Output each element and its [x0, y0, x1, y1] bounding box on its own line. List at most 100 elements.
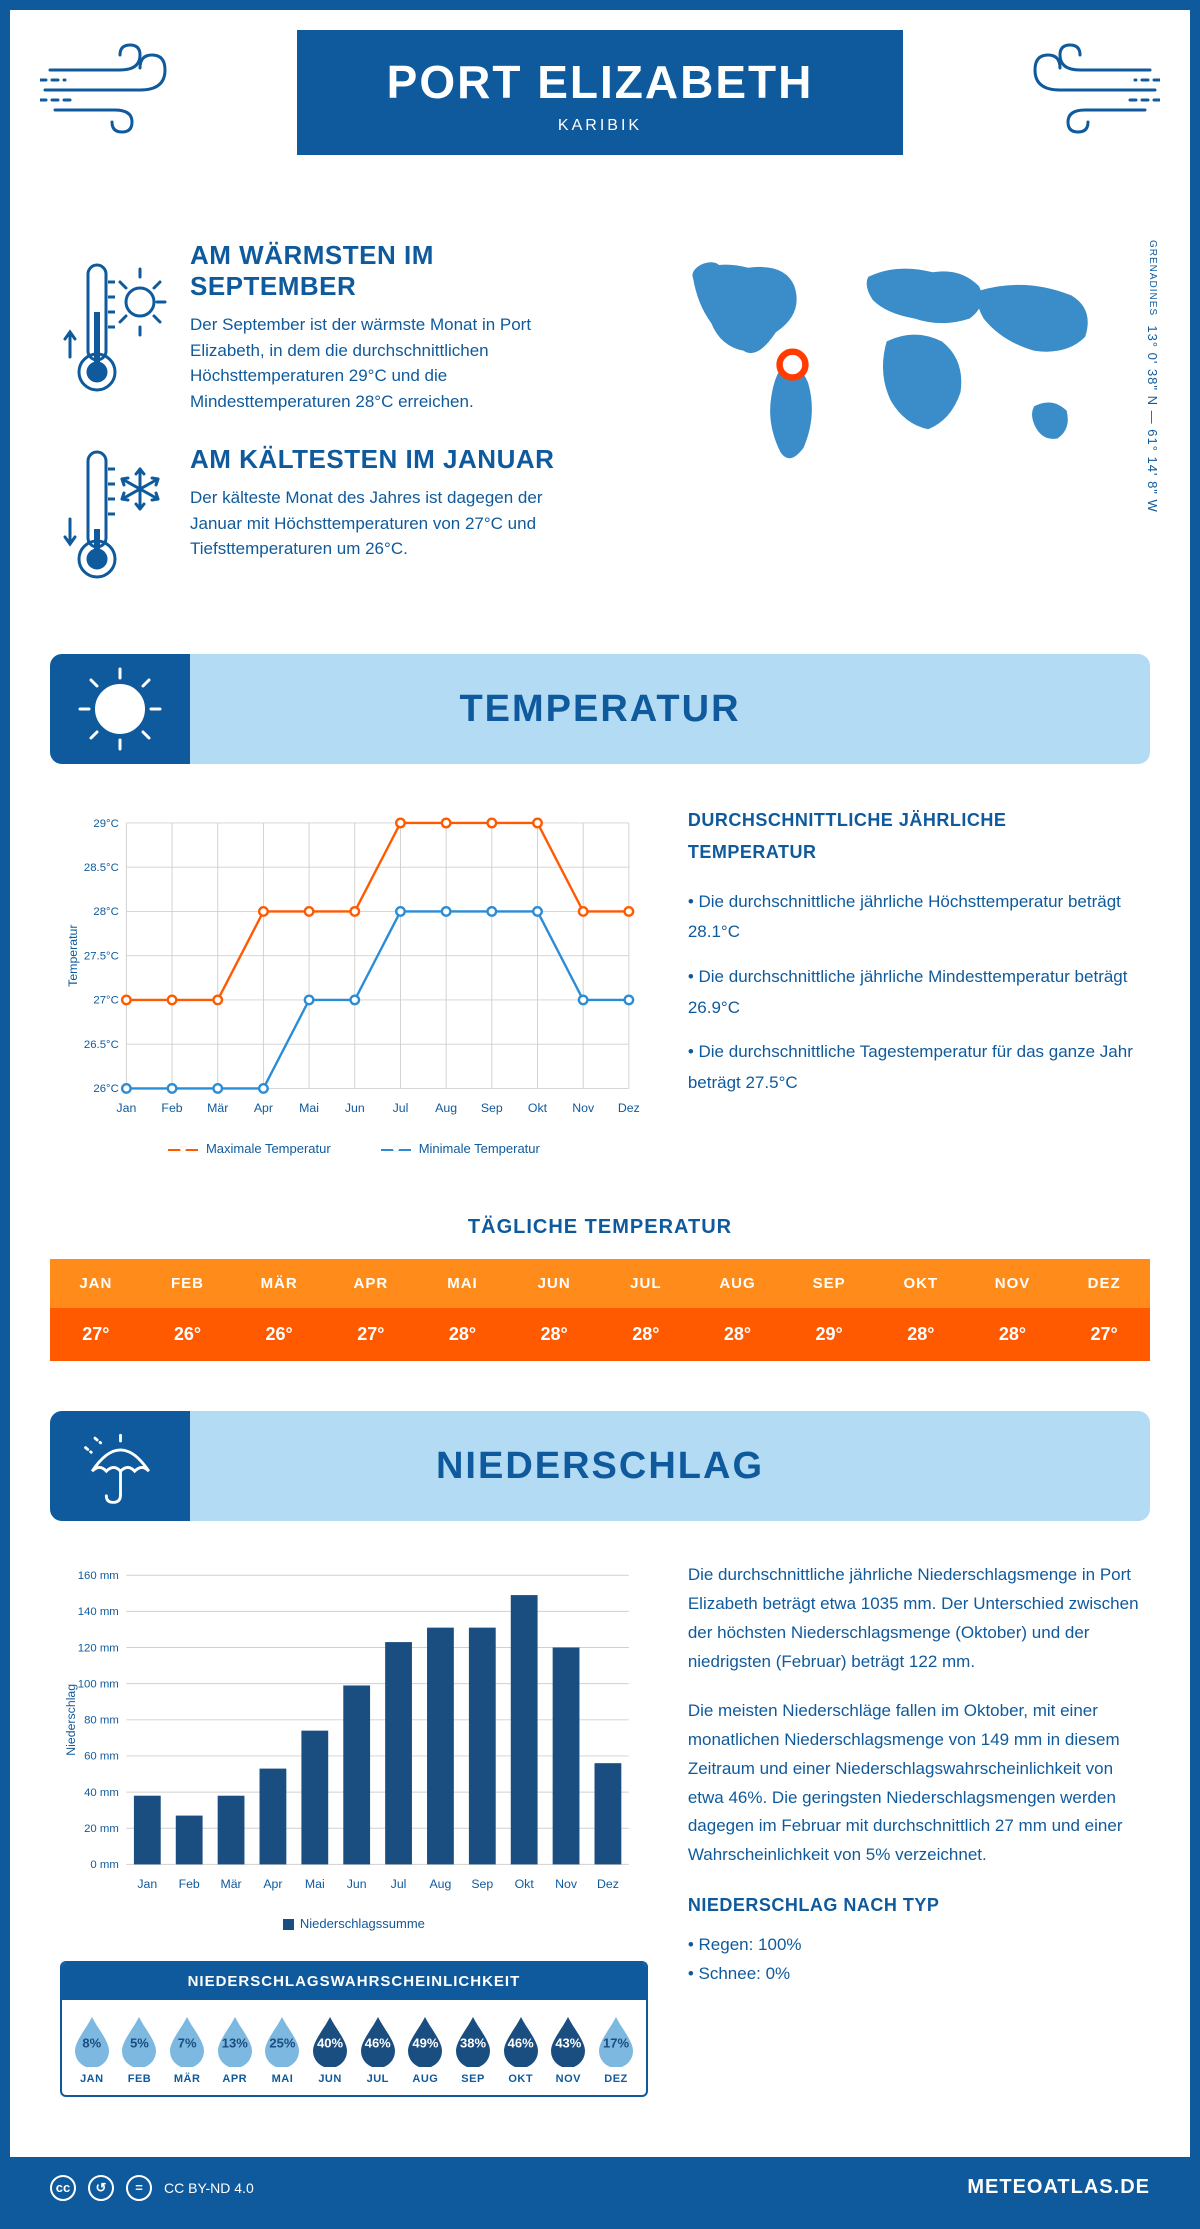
- raindrop-icon: 13%: [214, 2015, 256, 2067]
- daily-value-cell: 28°: [417, 1308, 509, 1361]
- prob-cell: 7% MÄR: [165, 2015, 209, 2085]
- daily-month-cell: JUN: [508, 1259, 600, 1308]
- page-title: PORT ELIZABETH: [387, 55, 814, 109]
- warmest-title: AM WÄRMSTEN IM SEPTEMBER: [190, 240, 593, 302]
- raindrop-icon: 49%: [404, 2015, 446, 2067]
- svg-text:Feb: Feb: [179, 1877, 200, 1891]
- daily-value-cell: 27°: [1058, 1308, 1150, 1361]
- prob-cell: 43% NOV: [547, 2015, 591, 2085]
- svg-text:Okt: Okt: [515, 1877, 535, 1891]
- precip-type-rain: • Regen: 100%: [688, 1931, 1140, 1960]
- coldest-title: AM KÄLTESTEN IM JANUAR: [190, 444, 593, 475]
- prob-cell: 46% OKT: [499, 2015, 543, 2085]
- daily-month-cell: FEB: [142, 1259, 234, 1308]
- daily-value-cell: 26°: [233, 1308, 325, 1361]
- daily-value-cell: 28°: [508, 1308, 600, 1361]
- raindrop-icon: 43%: [547, 2015, 589, 2067]
- daily-month-cell: MAI: [417, 1259, 509, 1308]
- svg-text:28°C: 28°C: [93, 906, 118, 918]
- cc-icon: cc: [50, 2175, 76, 2201]
- nd-icon: =: [126, 2175, 152, 2201]
- svg-text:29°C: 29°C: [93, 818, 118, 830]
- prob-cell: 46% JUL: [356, 2015, 400, 2085]
- raindrop-icon: 5%: [118, 2015, 160, 2067]
- daily-temp-table: JANFEBMÄRAPRMAIJUNJULAUGSEPOKTNOVDEZ 27°…: [50, 1259, 1150, 1361]
- prob-cell: 49% AUG: [404, 2015, 448, 2085]
- page-subtitle: KARIBIK: [387, 117, 814, 135]
- precipitation-chart: 0 mm20 mm40 mm60 mm80 mm100 mm120 mm140 …: [60, 1561, 648, 1902]
- svg-text:Jun: Jun: [345, 1101, 365, 1115]
- prob-cell: 38% SEP: [451, 2015, 495, 2085]
- daily-value-cell: 29°: [783, 1308, 875, 1361]
- wind-icon-left: [40, 40, 190, 140]
- daily-value-cell: 28°: [600, 1308, 692, 1361]
- daily-value-cell: 26°: [142, 1308, 234, 1361]
- svg-text:80 mm: 80 mm: [84, 1715, 119, 1727]
- brand-text: METEOATLAS.DE: [967, 2176, 1150, 2199]
- prob-cell: 5% FEB: [118, 2015, 162, 2085]
- svg-text:0 mm: 0 mm: [90, 1860, 118, 1872]
- temp-bullet-3: • Die durchschnittliche Tagestemperatur …: [688, 1037, 1140, 1098]
- svg-text:Apr: Apr: [254, 1101, 273, 1115]
- temp-info-title: DURCHSCHNITTLICHE JÄHRLICHE TEMPERATUR: [688, 804, 1140, 869]
- precip-probability-box: NIEDERSCHLAGSWAHRSCHEINLICHKEIT 8% JAN 5…: [60, 1961, 648, 2097]
- precip-type-snow: • Schnee: 0%: [688, 1960, 1140, 1989]
- svg-text:Jul: Jul: [393, 1101, 409, 1115]
- svg-text:Sep: Sep: [471, 1877, 493, 1891]
- svg-text:27°C: 27°C: [93, 995, 118, 1007]
- svg-text:100 mm: 100 mm: [78, 1679, 119, 1691]
- daily-month-cell: NOV: [967, 1259, 1059, 1308]
- svg-text:Okt: Okt: [528, 1101, 548, 1115]
- svg-text:Aug: Aug: [435, 1101, 457, 1115]
- temperature-chart: 26°C26.5°C27°C27.5°C28°C28.5°C29°CJanFeb…: [60, 804, 648, 1156]
- svg-text:Jan: Jan: [137, 1877, 157, 1891]
- svg-text:Aug: Aug: [429, 1877, 451, 1891]
- daily-month-cell: JAN: [50, 1259, 142, 1308]
- svg-text:Mär: Mär: [207, 1101, 228, 1115]
- daily-month-cell: AUG: [692, 1259, 784, 1308]
- prob-cell: 8% JAN: [70, 2015, 114, 2085]
- thermometer-cold-icon: [60, 444, 170, 584]
- prob-cell: 13% APR: [213, 2015, 257, 2085]
- raindrop-icon: 38%: [452, 2015, 494, 2067]
- warmest-block: AM WÄRMSTEN IM SEPTEMBER Der September i…: [60, 240, 593, 414]
- raindrop-icon: 8%: [71, 2015, 113, 2067]
- svg-text:Mai: Mai: [299, 1101, 319, 1115]
- svg-text:Feb: Feb: [161, 1101, 182, 1115]
- temperature-legend: Maximale Temperatur Minimale Temperatur: [60, 1141, 648, 1156]
- daily-value-cell: 28°: [875, 1308, 967, 1361]
- svg-text:60 mm: 60 mm: [84, 1751, 119, 1763]
- svg-text:Dez: Dez: [597, 1877, 619, 1891]
- warmest-text: Der September ist der wärmste Monat in P…: [190, 312, 593, 414]
- prob-cell: 25% MAI: [261, 2015, 305, 2085]
- sun-icon: [75, 664, 165, 754]
- by-icon: ↺: [88, 2175, 114, 2201]
- svg-text:120 mm: 120 mm: [78, 1643, 119, 1655]
- svg-text:160 mm: 160 mm: [78, 1570, 119, 1582]
- daily-month-cell: DEZ: [1058, 1259, 1150, 1308]
- precip-para-1: Die durchschnittliche jährliche Niedersc…: [688, 1561, 1140, 1677]
- svg-text:Mär: Mär: [220, 1877, 241, 1891]
- svg-text:Temperatur: Temperatur: [66, 925, 80, 987]
- svg-text:Niederschlag: Niederschlag: [64, 1684, 78, 1756]
- svg-text:Apr: Apr: [263, 1877, 282, 1891]
- daily-value-cell: 27°: [325, 1308, 417, 1361]
- precipitation-title: NIEDERSCHLAG: [436, 1445, 764, 1488]
- daily-temp-title: TÄGLICHE TEMPERATUR: [10, 1216, 1190, 1239]
- precip-type-title: NIEDERSCHLAG NACH TYP: [688, 1890, 1140, 1921]
- daily-value-cell: 28°: [967, 1308, 1059, 1361]
- coordinates: GRENADINES 13° 0' 38" N — 61° 14' 8" W: [1145, 240, 1160, 513]
- svg-text:Mai: Mai: [305, 1877, 325, 1891]
- prob-title: NIEDERSCHLAGSWAHRSCHEINLICHKEIT: [62, 1963, 646, 2000]
- daily-value-cell: 28°: [692, 1308, 784, 1361]
- precip-para-2: Die meisten Niederschläge fallen im Okto…: [688, 1697, 1140, 1870]
- precipitation-section-header: NIEDERSCHLAG: [50, 1411, 1150, 1521]
- header: PORT ELIZABETH KARIBIK: [10, 10, 1190, 240]
- raindrop-icon: 25%: [261, 2015, 303, 2067]
- precipitation-info: Die durchschnittliche jährliche Niedersc…: [688, 1561, 1140, 2096]
- footer: cc ↺ = CC BY-ND 4.0 METEOATLAS.DE: [10, 2157, 1190, 2219]
- raindrop-icon: 40%: [309, 2015, 351, 2067]
- daily-month-cell: MÄR: [233, 1259, 325, 1308]
- svg-text:40 mm: 40 mm: [84, 1787, 119, 1799]
- temp-bullet-1: • Die durchschnittliche jährliche Höchst…: [688, 887, 1140, 948]
